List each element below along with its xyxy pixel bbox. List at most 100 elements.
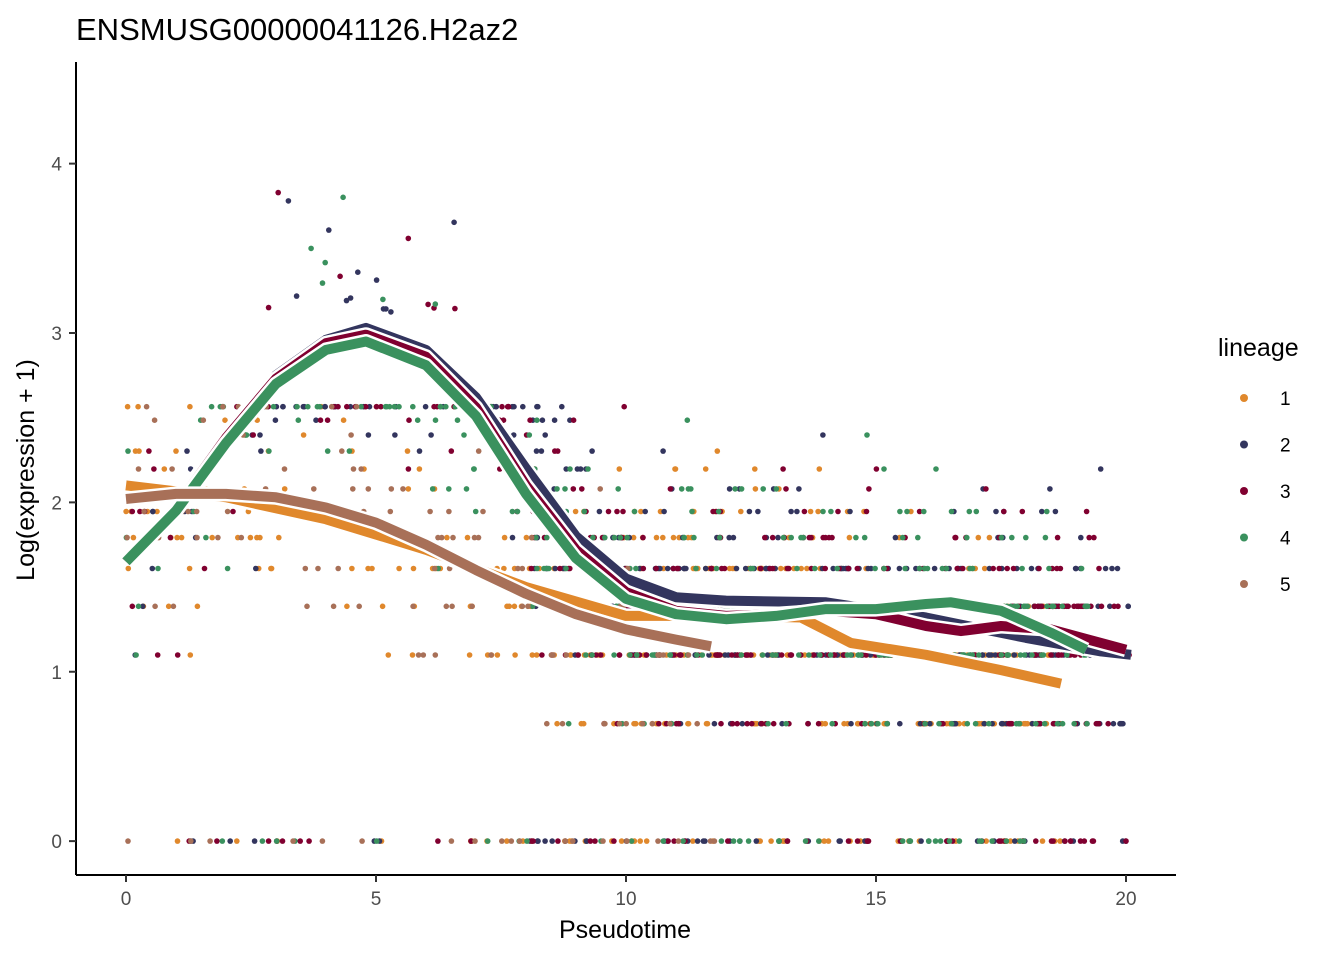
scatter-point xyxy=(764,652,771,658)
x-tick-label: 10 xyxy=(615,889,636,910)
scatter-point xyxy=(964,720,971,727)
scatter-point xyxy=(319,280,326,286)
scatter-point xyxy=(732,486,738,492)
scatter-point xyxy=(525,603,531,610)
legend-label-4: 4 xyxy=(1280,529,1291,550)
scatter-point xyxy=(1117,720,1124,727)
scatter-point xyxy=(899,838,906,844)
scatter-point xyxy=(328,403,335,410)
scatter-point xyxy=(707,838,714,844)
scatter-point xyxy=(1019,508,1026,515)
scatter-point xyxy=(173,448,179,454)
scatter-point xyxy=(1098,603,1105,610)
scatter-point xyxy=(627,652,633,658)
scatter-point xyxy=(554,720,560,727)
scatter-point xyxy=(528,838,535,844)
scatter-point xyxy=(954,565,960,572)
scatter-point xyxy=(526,432,533,438)
scatter-point xyxy=(1050,603,1057,610)
scatter-point xyxy=(798,565,804,572)
y-tick-label: 0 xyxy=(51,832,62,853)
scatter-point xyxy=(250,432,256,438)
scatter-point xyxy=(656,720,662,727)
scatter-point xyxy=(749,720,755,727)
scatter-point xyxy=(480,508,486,515)
scatter-point xyxy=(873,466,880,472)
scatter-point xyxy=(184,448,190,454)
scatter-point xyxy=(1036,565,1042,572)
scatter-point xyxy=(1086,534,1092,541)
scatter-point xyxy=(187,403,193,410)
scatter-point xyxy=(580,720,587,727)
scatter-point xyxy=(324,448,331,454)
scatter-point xyxy=(689,508,695,515)
scatter-point xyxy=(515,565,521,572)
scatter-point xyxy=(861,534,868,541)
scatter-point xyxy=(1040,652,1047,658)
scatter-point xyxy=(602,534,608,541)
scatter-point xyxy=(406,417,412,424)
scatter-point xyxy=(631,508,638,515)
scatter-point xyxy=(529,652,536,658)
scatter-point xyxy=(783,720,789,727)
scatter-point xyxy=(1057,838,1063,844)
scatter-point xyxy=(186,565,193,572)
scatter-point xyxy=(702,838,708,844)
scatter-point xyxy=(203,534,209,541)
x-tick-label: 0 xyxy=(121,889,132,910)
scatter-point xyxy=(643,838,650,844)
scatter-point xyxy=(989,838,995,844)
legend-label-5: 5 xyxy=(1280,575,1291,596)
legend-label-3: 3 xyxy=(1280,482,1291,503)
scatter-point xyxy=(802,838,809,844)
scatter-point xyxy=(125,838,131,844)
scatter-point xyxy=(385,652,392,658)
scatter-point xyxy=(780,534,787,541)
scatter-point xyxy=(807,508,814,515)
scatter-point xyxy=(577,466,584,472)
scatter-point xyxy=(446,508,452,515)
scatter-point xyxy=(841,720,847,727)
scatter-point xyxy=(1007,838,1014,844)
scatter-point xyxy=(716,534,723,541)
scatter-point xyxy=(380,306,387,312)
scatter-point xyxy=(380,296,386,303)
scatter-point xyxy=(798,534,804,541)
scatter-point xyxy=(916,565,923,572)
scatter-point xyxy=(634,652,640,658)
scatter-point xyxy=(273,838,280,844)
scatter-point xyxy=(1050,838,1056,844)
scatter-point xyxy=(998,534,1005,541)
scatter-point xyxy=(222,417,228,424)
scatter-point xyxy=(820,508,826,515)
scatter-point xyxy=(783,486,789,492)
scatter-point xyxy=(174,534,180,541)
scatter-point xyxy=(787,652,794,658)
smooth-curves xyxy=(120,320,1132,691)
scatter-point xyxy=(593,652,599,658)
scatter-point xyxy=(804,565,810,572)
legend: 1 2 3 4 5 xyxy=(1240,389,1291,596)
scatter-point xyxy=(744,720,750,727)
scatter-point xyxy=(427,508,433,515)
scatter-point xyxy=(135,466,142,472)
scatter-point xyxy=(616,652,623,658)
scatter-point xyxy=(266,448,272,454)
scatter-point xyxy=(319,838,326,844)
scatter-point xyxy=(855,652,862,658)
scatter-point xyxy=(937,838,944,844)
scatter-point xyxy=(655,838,661,844)
scatter-point xyxy=(908,508,914,515)
scatter-point xyxy=(733,565,740,572)
scatter-point xyxy=(784,838,791,844)
scatter-point xyxy=(391,403,398,410)
scatter-point xyxy=(621,403,627,410)
scatter-point xyxy=(444,534,450,541)
scatter-point xyxy=(854,565,861,572)
scatter-point xyxy=(946,838,953,844)
scatter-point xyxy=(1046,565,1052,572)
scatter-point xyxy=(925,838,932,844)
scatter-point xyxy=(350,466,357,472)
scatter-point xyxy=(623,720,629,727)
